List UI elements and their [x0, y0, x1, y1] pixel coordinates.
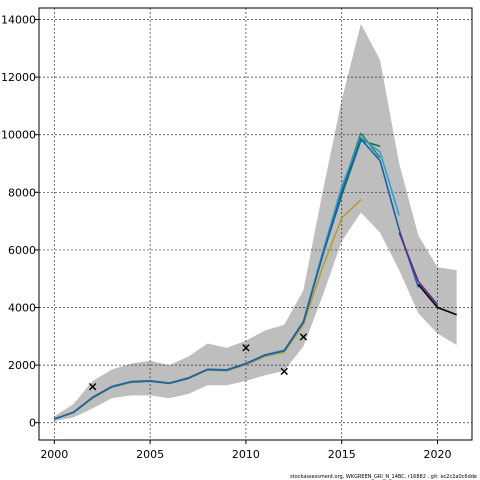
series-layer	[54, 132, 457, 420]
series-line-2	[54, 138, 420, 420]
series-line-1	[398, 232, 439, 306]
y-tick-label-14000: 14000	[1, 14, 36, 27]
y-tick-label-8000: 8000	[8, 186, 36, 199]
observation-marker-2013	[299, 333, 308, 341]
x-tick-label-2005: 2005	[136, 448, 164, 461]
observation-stroke-b	[242, 344, 250, 352]
y-tick-label-6000: 6000	[8, 244, 36, 257]
observation-marker-2002	[88, 383, 97, 391]
x-tick-label-2000: 2000	[40, 448, 68, 461]
observation-layer	[88, 333, 308, 391]
tick-layer: 2000 2005 2010 2015 2020 0 2000 4000 6000 8000 100…	[1, 14, 452, 461]
plot-frame	[38, 7, 473, 441]
grid-layer	[39, 8, 472, 440]
y-tick-label-0: 0	[29, 417, 36, 430]
observation-marker-2012	[280, 367, 288, 376]
y-tick-label-4000: 4000	[8, 302, 36, 315]
footer-text: stockassessment.org, WKGREEN_GRI_N_14BC,…	[290, 474, 477, 480]
confidence-band-layer	[54, 23, 457, 421]
observation-stroke-b	[299, 333, 308, 341]
series-line-0	[417, 283, 457, 316]
x-tick-label-2020: 2020	[424, 448, 452, 461]
observation-stroke-b	[280, 367, 288, 376]
confidence-band	[54, 23, 457, 421]
y-tick-label-10000: 10000	[1, 129, 36, 142]
observation-marker-2010	[242, 344, 250, 352]
y-tick-label-12000: 12000	[1, 71, 36, 84]
x-tick-label-2010: 2010	[232, 448, 260, 461]
x-tick-label-2015: 2015	[328, 448, 356, 461]
observation-stroke-b	[88, 383, 97, 391]
y-tick-label-2000: 2000	[8, 359, 36, 372]
